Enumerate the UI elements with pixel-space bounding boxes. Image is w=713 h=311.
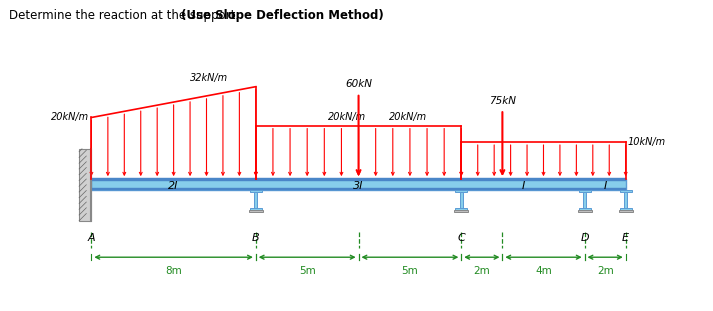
Text: 3I: 3I <box>354 181 364 191</box>
Text: 5m: 5m <box>299 266 316 276</box>
Bar <box>454 210 468 212</box>
Bar <box>460 193 463 208</box>
Text: I: I <box>603 181 607 191</box>
Text: I: I <box>521 181 525 191</box>
Text: Determine the reaction at the support.: Determine the reaction at the support. <box>9 9 242 22</box>
Bar <box>625 193 627 208</box>
Bar <box>579 208 590 210</box>
Text: A: A <box>88 233 96 243</box>
Bar <box>583 193 586 208</box>
Text: 20kN/m: 20kN/m <box>328 112 366 122</box>
Text: C: C <box>458 233 465 243</box>
Bar <box>578 210 592 212</box>
Text: 5m: 5m <box>401 266 419 276</box>
Text: 4m: 4m <box>535 266 552 276</box>
Text: 75kN: 75kN <box>489 95 516 105</box>
Bar <box>619 210 632 212</box>
Text: 20kN/m: 20kN/m <box>51 113 89 123</box>
Text: 10kN/m: 10kN/m <box>627 137 666 147</box>
Bar <box>579 190 590 193</box>
Bar <box>250 208 262 210</box>
Text: 8m: 8m <box>165 266 182 276</box>
Text: 20kN/m: 20kN/m <box>389 112 428 122</box>
Bar <box>620 208 632 210</box>
Bar <box>79 149 91 221</box>
Bar <box>91 178 626 181</box>
Bar <box>250 190 262 193</box>
Text: (Use Slope Deflection Method): (Use Slope Deflection Method) <box>181 9 384 22</box>
Text: 60kN: 60kN <box>345 79 372 89</box>
Bar <box>456 190 467 193</box>
Text: 2I: 2I <box>168 181 179 191</box>
Bar <box>255 193 257 208</box>
Bar <box>249 210 263 212</box>
Text: 2m: 2m <box>597 266 613 276</box>
Text: B: B <box>252 233 260 243</box>
Text: 2m: 2m <box>473 266 491 276</box>
Text: 32kN/m: 32kN/m <box>190 73 228 83</box>
Text: D: D <box>580 233 589 243</box>
Text: E: E <box>622 233 629 243</box>
Bar <box>91 179 626 190</box>
Bar <box>620 190 632 193</box>
Bar <box>456 208 467 210</box>
Bar <box>91 188 626 190</box>
